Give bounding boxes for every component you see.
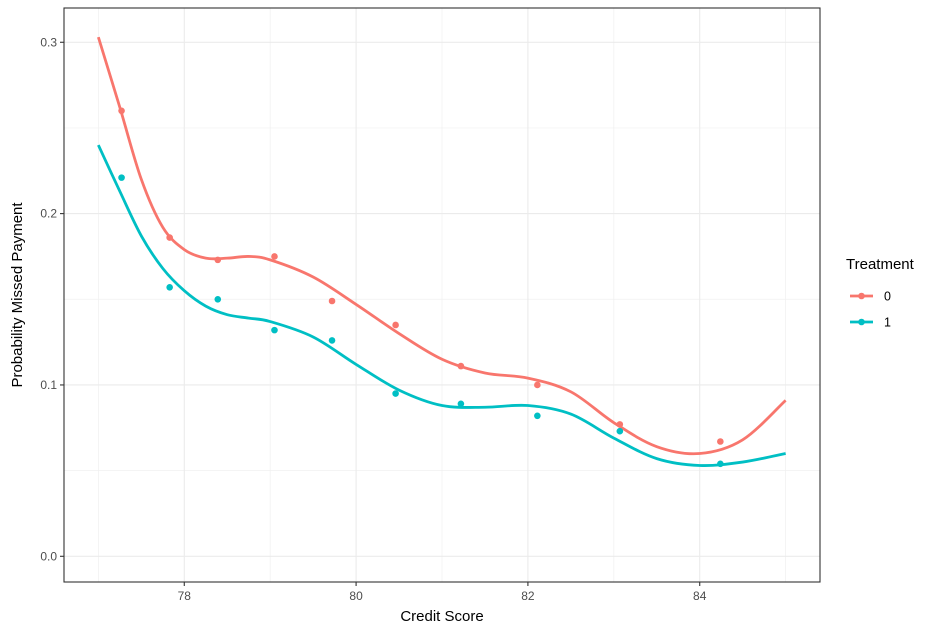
data-point [271,253,278,260]
y-tick-label: 0.3 [40,35,57,49]
data-point [166,283,173,291]
data-point [328,337,336,344]
data-point [534,412,541,420]
data-point [392,390,399,397]
data-point [271,326,278,334]
x-axis-ticks: 78 80 82 84 [178,582,707,603]
legend-key-point [858,318,865,326]
data-point [457,400,465,408]
legend-title: Treatment [846,256,915,273]
y-axis-ticks: 0.0 0.1 0.2 0.3 [40,35,64,563]
data-point [717,438,724,445]
smooth-line [97,36,787,456]
data-point [328,297,336,305]
data-point [616,427,624,435]
x-tick-label: 82 [521,589,535,603]
legend-label: 0 [884,290,891,304]
series-0 [97,36,787,456]
y-tick-label: 0.2 [40,207,57,221]
x-tick-label: 84 [693,589,707,603]
y-tick-label: 0.0 [40,549,57,563]
data-point [214,295,222,303]
series-1 [97,144,786,468]
legend-item-1: 1 [850,316,891,330]
grid-major [64,8,820,582]
data-point [534,381,541,389]
smooth-line [97,144,786,467]
series-layer [97,36,787,468]
x-axis-title: Credit Score [400,608,483,625]
y-axis-title: Probability Missed Payment [9,202,26,388]
legend-label: 1 [884,316,891,330]
x-tick-label: 78 [178,589,192,603]
legend-key-point [858,292,865,300]
legend-item-0: 0 [850,290,891,304]
data-point [118,174,125,181]
x-tick-label: 80 [349,589,363,603]
legend: Treatment 0 1 [846,256,915,330]
grid-minor [64,8,820,582]
data-point [392,321,399,329]
panel-border [63,7,821,583]
y-tick-label: 0.1 [40,378,57,392]
